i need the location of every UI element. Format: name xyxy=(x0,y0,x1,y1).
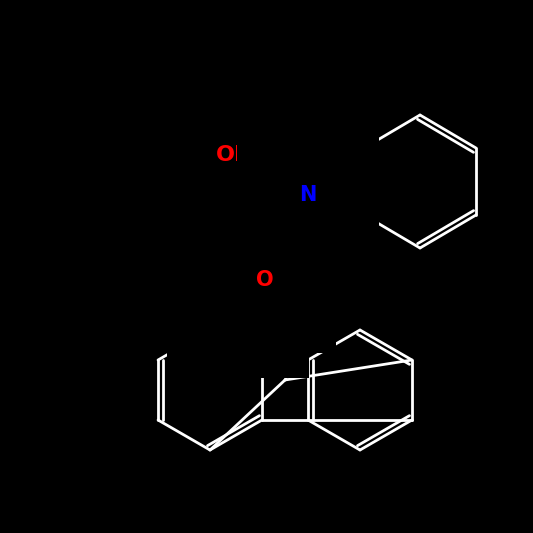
Text: OH: OH xyxy=(216,145,254,165)
Text: O: O xyxy=(256,270,274,290)
Text: N: N xyxy=(300,185,317,205)
Text: O: O xyxy=(229,295,247,315)
Text: O: O xyxy=(199,235,217,255)
